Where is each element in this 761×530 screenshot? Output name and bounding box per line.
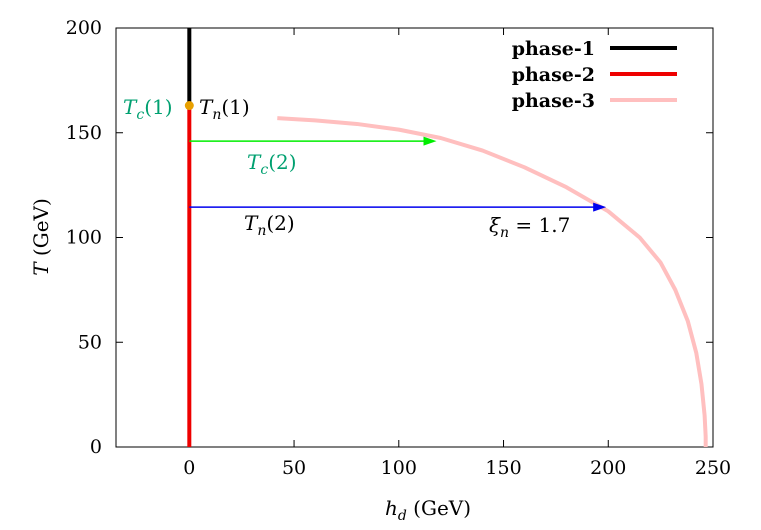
y-tick-label: 150	[66, 122, 102, 144]
Tc2-arrow-head	[423, 136, 437, 146]
annotation-xi: ξn = 1.7	[489, 213, 570, 241]
legend: phase-1 phase-2 phase-3	[512, 38, 677, 112]
annotation-tc2: Tc(2)	[247, 150, 297, 178]
annotation-tn2: Tn(2)	[244, 211, 295, 239]
x-tick-label: 100	[381, 457, 417, 479]
y-tick-label: 50	[78, 331, 102, 353]
annotation-tn1: Tn(1)	[199, 95, 250, 123]
x-tick-label: 50	[282, 457, 306, 479]
Tn2-arrow-head	[593, 202, 607, 212]
x-tick-label: 250	[695, 457, 731, 479]
x-tick-label: 150	[485, 457, 521, 479]
x-tick-label: 200	[590, 457, 626, 479]
annotation-tc1: Tc(1)	[123, 95, 173, 123]
y-tick-label: 0	[90, 436, 102, 458]
axis-ticks	[116, 27, 714, 448]
x-axis-label: hd (GeV)	[385, 496, 471, 524]
x-tick-label: 0	[183, 457, 195, 479]
y-tick-label: 100	[66, 227, 102, 249]
y-tick-label: 200	[66, 17, 102, 39]
y-axis-label: T (GeV)	[29, 198, 53, 276]
point-layer	[184, 101, 194, 111]
legend-label-phase-2: phase-2	[512, 64, 595, 86]
plot-frame	[115, 27, 714, 448]
legend-label-phase-1: phase-1	[512, 38, 595, 60]
arrow-layer	[189, 136, 607, 212]
critical-point	[184, 101, 194, 111]
series-layer	[187, 28, 708, 447]
series-line-phase-3	[277, 116, 708, 447]
tick-labels: 0 50 100 150 200 250 0 50 100 150 200	[66, 17, 731, 479]
legend-label-phase-3: phase-3	[512, 90, 595, 112]
